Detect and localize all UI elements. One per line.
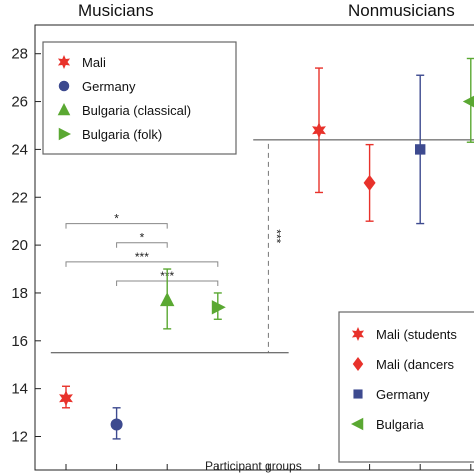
data-point-group xyxy=(462,57,474,143)
legend-label: Mali (dancers xyxy=(376,357,455,372)
legend-label: Bulgaria xyxy=(376,417,424,432)
data-point-group xyxy=(211,292,226,320)
legend-marker xyxy=(351,327,365,341)
y-tick-label: 22 xyxy=(11,189,28,206)
y-axis: 12 14 16 18 20 22 24 26 28 xyxy=(11,46,41,446)
plot-frame xyxy=(34,24,474,471)
data-point-group xyxy=(312,67,326,194)
legend-marker xyxy=(58,127,71,141)
significance-bracket xyxy=(65,223,168,229)
y-tick-label: 28 xyxy=(11,46,28,63)
data-point xyxy=(211,300,226,315)
legend-marker xyxy=(352,357,364,371)
data-point-group xyxy=(415,74,426,225)
significance-bracket xyxy=(116,242,168,248)
legend-musicians: Mali Germany Bulgaria (classical) Bulgaria … xyxy=(42,41,237,155)
legend-nonmusicians: Mali (students Mali (dancers Germany Bulgar… xyxy=(338,311,474,463)
x-axis-label: Participant groups xyxy=(205,459,302,473)
data-point xyxy=(462,95,474,108)
y-tick-label: 26 xyxy=(11,94,28,111)
significance-bracket xyxy=(65,261,219,267)
data-point xyxy=(415,144,426,155)
data-point xyxy=(110,418,123,431)
legend-label: Mali xyxy=(82,55,106,70)
data-point xyxy=(160,292,175,307)
legend-label: Mali (students xyxy=(376,327,457,342)
significance-label: * xyxy=(140,231,145,245)
data-point-group xyxy=(110,407,123,440)
y-tick-label: 14 xyxy=(11,381,28,398)
legend-marker xyxy=(353,389,363,399)
legend-label: Germany xyxy=(82,79,136,94)
data-point xyxy=(363,174,376,191)
legend-label: Germany xyxy=(376,387,430,402)
y-tick-label: 18 xyxy=(11,285,28,302)
data-point-group xyxy=(363,143,376,222)
y-tick-label: 16 xyxy=(11,333,28,350)
group-mean-lines xyxy=(50,139,474,354)
significance-brackets: *********** xyxy=(65,143,283,353)
legend-label: Bulgaria (folk) xyxy=(82,127,162,142)
data-points xyxy=(59,57,474,440)
significance-label: *** xyxy=(135,250,149,264)
y-tick-label: 12 xyxy=(11,429,28,446)
group-title-musicians: Musicians xyxy=(78,1,154,20)
legend-marker xyxy=(57,103,71,116)
legend-marker xyxy=(58,80,70,92)
x-axis-ticks xyxy=(65,464,472,470)
legend-marker xyxy=(351,417,364,431)
data-point-group xyxy=(160,268,175,330)
group-title-nonmusicians: Nonmusicians xyxy=(348,1,455,20)
legend-marker xyxy=(57,55,71,69)
significance-label: * xyxy=(114,212,119,226)
significance-label: *** xyxy=(269,229,283,243)
data-point xyxy=(312,122,326,139)
y-tick-label: 20 xyxy=(11,237,28,254)
legend-musicians-box xyxy=(42,41,237,155)
y-tick-label: 24 xyxy=(11,141,28,158)
legend-label: Bulgaria (classical) xyxy=(82,103,191,118)
data-point xyxy=(59,390,73,407)
data-point-group xyxy=(59,385,73,409)
